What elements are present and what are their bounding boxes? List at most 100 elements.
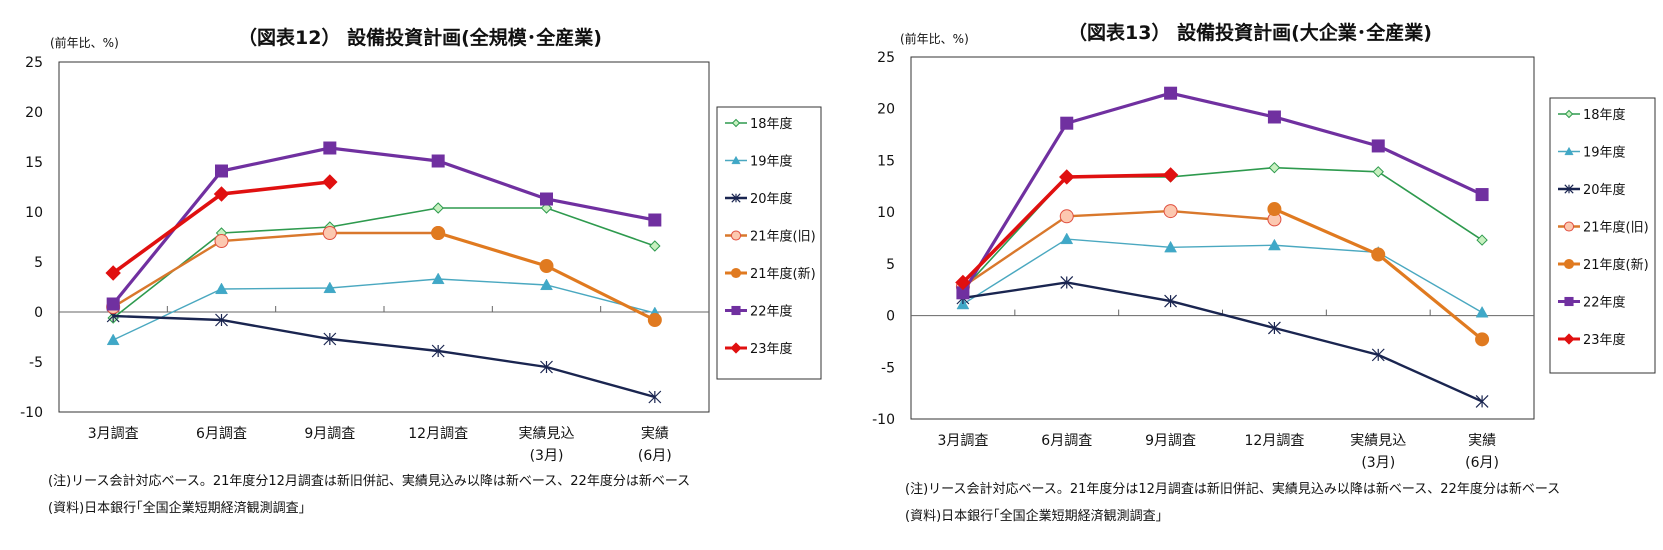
plot-area	[910, 56, 1535, 420]
x-tick-label: (3月)	[530, 448, 564, 464]
y-tick-label: -5	[29, 355, 43, 371]
series-23年度	[955, 167, 1179, 291]
y-tick-label: 0	[34, 305, 43, 321]
legend-label: 19年度	[750, 154, 793, 170]
legend-label: 21年度(新)	[750, 266, 816, 282]
x-tick-label: 実績見込	[519, 426, 575, 442]
data-point	[1475, 188, 1489, 202]
x-tick-label: 実績見込	[1350, 433, 1406, 449]
data-point	[106, 333, 120, 346]
chart2-note: (注)リース会計対応ベース。21年度分は12月調査は新旧併記、実績見込み以降は新…	[905, 482, 1561, 497]
data-point	[1371, 348, 1385, 362]
data-point	[1267, 202, 1282, 217]
y-tick-label: 15	[25, 155, 43, 171]
legend-box	[716, 106, 822, 380]
data-point	[1059, 169, 1075, 185]
data-point	[432, 202, 444, 214]
x-tick-label: 6月調査	[196, 426, 247, 442]
data-point	[323, 281, 337, 294]
y-tick-label: -10	[872, 412, 895, 428]
data-point	[323, 332, 337, 346]
data-point	[1268, 161, 1281, 174]
legend-marker	[1564, 184, 1574, 194]
data-point	[1060, 232, 1074, 245]
y-tick-label: 10	[25, 205, 43, 221]
data-point	[1372, 166, 1384, 178]
y-tick-label: -5	[881, 360, 895, 376]
legend-label: 19年度	[1583, 145, 1626, 161]
legend-label: 21年度(旧)	[750, 229, 816, 245]
data-point	[213, 186, 230, 202]
y-tick-label: 10	[877, 205, 895, 221]
data-point	[431, 272, 445, 285]
y-tick-label: 5	[886, 257, 895, 273]
chart2-source: (資料)日本銀行｢全国企業短期経済観測調査｣	[905, 509, 1163, 524]
data-point	[1060, 276, 1074, 289]
data-point	[649, 240, 661, 252]
data-point	[1162, 167, 1179, 183]
legend-box	[1549, 97, 1656, 374]
x-tick-label: (3月)	[1361, 455, 1395, 471]
data-point	[323, 141, 337, 155]
data-point	[1475, 305, 1489, 318]
x-tick-label: 12月調査	[408, 426, 468, 442]
chart-title: （図表12） 設備投資計画(全規模･全産業)	[238, 26, 602, 49]
chart-title: （図表13） 設備投資計画(大企業･全産業)	[1068, 21, 1432, 44]
data-point	[1475, 394, 1489, 408]
x-tick-label: 12月調査	[1245, 433, 1305, 449]
series-line	[112, 278, 656, 341]
data-point	[1164, 240, 1178, 253]
data-point	[540, 278, 553, 291]
legend-label: 23年度	[1583, 332, 1626, 348]
x-tick-label: 9月調査	[304, 426, 355, 442]
legend-marker	[1564, 109, 1574, 119]
data-point	[648, 213, 662, 227]
legend-label: 21年度(新)	[1583, 257, 1649, 273]
chart1-note: (注)リース会計対応ベース。21年度分12月調査は新旧併記、実績見込み以降は新ベ…	[48, 474, 691, 489]
data-point	[648, 390, 662, 404]
chart1-source: (資料)日本銀行｢全国企業短期経済観測調査｣	[48, 501, 306, 516]
legend-label: 18年度	[750, 116, 793, 132]
x-tick-label: (6月)	[638, 448, 672, 464]
plot-area	[58, 61, 710, 413]
data-point	[1267, 238, 1281, 251]
legend: 18年度 19年度 20年度 21年度(旧) 21年度(新) 22年度 23年度	[1549, 97, 1656, 374]
data-point	[106, 297, 120, 311]
chart-1: （図表12） 設備投資計画(全規模･全産業) (前年比、%) 25 20 15 10 5 0 -…	[20, 26, 822, 464]
series-22年度	[106, 141, 662, 311]
legend-marker	[1563, 333, 1575, 345]
data-point	[214, 234, 229, 248]
data-point	[322, 174, 338, 190]
series-line	[962, 281, 1483, 403]
y-tick-label: 20	[25, 105, 43, 121]
data-point	[1163, 204, 1178, 219]
legend-label: 20年度	[1583, 182, 1626, 198]
legend-label: 20年度	[750, 191, 793, 207]
y-axis-label: (前年比、%)	[50, 35, 119, 50]
legend-marker	[1563, 221, 1575, 232]
y-tick-label: 25	[25, 55, 43, 71]
data-point	[1060, 116, 1074, 130]
data-point	[1267, 110, 1281, 124]
data-point	[1164, 86, 1178, 100]
data-point	[1371, 139, 1385, 153]
legend-label: 18年度	[1583, 107, 1626, 123]
y-tick-label: 5	[34, 255, 43, 271]
legend-marker	[730, 267, 742, 279]
x-tick-label: (6月)	[1465, 455, 1499, 471]
series-23年度	[105, 174, 338, 281]
series-line	[111, 146, 656, 306]
legend-label: 22年度	[1583, 295, 1626, 311]
legend-label: 22年度	[750, 304, 793, 320]
y-tick-label: 25	[877, 50, 895, 66]
data-point	[1267, 321, 1281, 335]
data-point	[431, 344, 445, 358]
series-22年度	[956, 86, 1489, 300]
series-19年度	[956, 232, 1489, 318]
data-point	[215, 282, 228, 295]
legend-marker	[731, 155, 741, 165]
data-point	[540, 192, 553, 206]
data-point	[431, 154, 445, 168]
